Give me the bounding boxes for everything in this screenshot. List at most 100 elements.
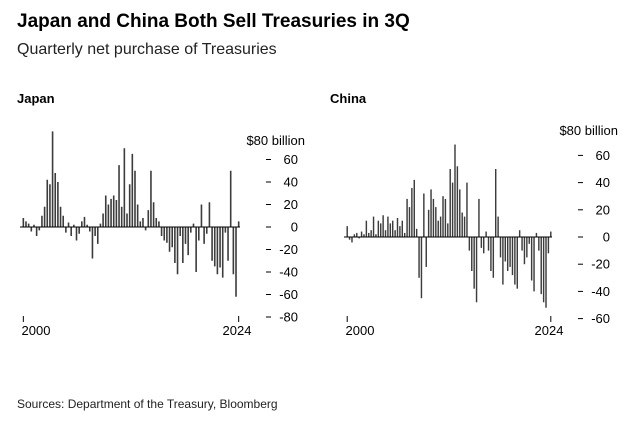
source-note: Sources: Department of the Treasury, Blo… bbox=[17, 397, 278, 411]
japan-bar bbox=[46, 179, 49, 227]
japan-y-tick-label: -20 bbox=[279, 242, 298, 257]
japan-bar bbox=[179, 227, 181, 236]
japan-panel-title: Japan bbox=[17, 91, 55, 106]
japan-bar bbox=[89, 227, 91, 232]
china-bar bbox=[502, 237, 504, 285]
china-y-axis: 60 40 20 0 -20 -40 -60 bbox=[578, 148, 610, 326]
china-bar bbox=[399, 226, 401, 237]
japan-y-tick-label: 20 bbox=[284, 197, 298, 212]
china-bar bbox=[382, 215, 384, 237]
japan-bar bbox=[237, 221, 240, 228]
china-bar bbox=[533, 237, 535, 292]
china-y-tick-label: 40 bbox=[596, 175, 610, 190]
china-bar bbox=[425, 237, 427, 267]
japan-bar bbox=[134, 170, 136, 227]
japan-bar bbox=[176, 227, 179, 275]
japan-bar bbox=[235, 227, 237, 297]
japan-bar bbox=[192, 223, 195, 228]
china-bar bbox=[444, 198, 447, 237]
japan-bar bbox=[25, 221, 27, 228]
japan-bar bbox=[83, 216, 86, 228]
china-bar bbox=[490, 237, 492, 271]
japan-bar bbox=[120, 206, 123, 227]
china-bar bbox=[547, 237, 550, 254]
china-bar bbox=[506, 237, 509, 271]
japan-bar bbox=[142, 218, 144, 227]
china-bar bbox=[360, 231, 363, 237]
china-bar bbox=[480, 237, 483, 248]
china-bar bbox=[542, 237, 545, 303]
chart-subtitle: Quarterly net purchase of Treasuries bbox=[17, 41, 277, 58]
japan-bar bbox=[147, 210, 150, 228]
china-bar bbox=[478, 198, 480, 237]
china-bar bbox=[370, 230, 372, 237]
japan-x-label-end: 2024 bbox=[223, 323, 252, 338]
japan-bar bbox=[128, 184, 131, 227]
japan-y-tick-label: 60 bbox=[284, 152, 298, 167]
china-bar bbox=[497, 216, 499, 237]
japan-bar bbox=[49, 184, 51, 227]
japan-x-label-start: 2000 bbox=[22, 323, 51, 338]
japan-bar bbox=[112, 195, 115, 227]
china-bar bbox=[461, 212, 463, 237]
japan-bar bbox=[75, 227, 78, 241]
china-bar bbox=[518, 230, 521, 237]
japan-bar bbox=[102, 213, 104, 227]
china-bar bbox=[492, 237, 495, 278]
chart-title: Japan and China Both Sell Treasuries in … bbox=[17, 11, 410, 32]
japan-bar bbox=[118, 165, 120, 228]
china-y-tick-label: -60 bbox=[591, 311, 610, 326]
japan-bar bbox=[96, 227, 99, 244]
japan-y-tick-label: 40 bbox=[284, 175, 298, 190]
china-bar bbox=[521, 237, 523, 251]
china-bar bbox=[511, 237, 514, 276]
japan-bar bbox=[81, 221, 83, 228]
japan-y-tick-label: -80 bbox=[279, 310, 298, 325]
china-bar bbox=[463, 216, 466, 237]
japan-bar bbox=[139, 221, 142, 228]
japan-bar bbox=[94, 227, 96, 236]
china-bar bbox=[530, 237, 533, 281]
japan-bar bbox=[30, 227, 33, 232]
china-bar bbox=[523, 237, 526, 265]
japan-bar bbox=[184, 227, 187, 244]
china-bar bbox=[528, 237, 530, 244]
china-bar bbox=[427, 209, 430, 237]
china-bar bbox=[526, 237, 528, 258]
china-x-label-end: 2024 bbox=[535, 323, 564, 338]
china-bar bbox=[516, 237, 518, 289]
china-bar bbox=[363, 234, 365, 237]
china-bar bbox=[471, 237, 473, 271]
japan-bar bbox=[166, 227, 168, 243]
japan-bar bbox=[126, 213, 128, 227]
china-bar bbox=[540, 237, 542, 295]
japan-bar bbox=[219, 227, 221, 268]
china-bar bbox=[358, 237, 360, 239]
china-panel-title: China bbox=[330, 91, 367, 106]
japan-bar bbox=[67, 222, 70, 227]
japan-bar bbox=[152, 202, 155, 227]
japan-bars bbox=[22, 131, 240, 297]
china-bar bbox=[449, 169, 451, 237]
japan-bar bbox=[182, 227, 184, 263]
china-bar bbox=[473, 237, 475, 289]
japan-bar bbox=[115, 200, 118, 227]
japan-bar bbox=[123, 148, 126, 227]
china-bar bbox=[451, 182, 454, 237]
china-bar bbox=[439, 216, 442, 237]
china-bar bbox=[406, 198, 408, 237]
japan-bar bbox=[104, 195, 107, 227]
china-bar bbox=[504, 237, 507, 262]
china-bar bbox=[401, 220, 404, 237]
japan-bar bbox=[70, 227, 72, 236]
china-y-tick-label: 60 bbox=[596, 148, 610, 163]
china-y-tick-label: 20 bbox=[596, 202, 610, 217]
china-bar bbox=[353, 234, 356, 237]
china-bar bbox=[538, 237, 540, 251]
china-bar bbox=[403, 232, 406, 237]
japan-bar bbox=[216, 227, 219, 275]
china-bar bbox=[545, 237, 547, 308]
japan-bar bbox=[187, 227, 189, 256]
japan-bar bbox=[227, 227, 229, 261]
china-bar bbox=[413, 179, 415, 237]
